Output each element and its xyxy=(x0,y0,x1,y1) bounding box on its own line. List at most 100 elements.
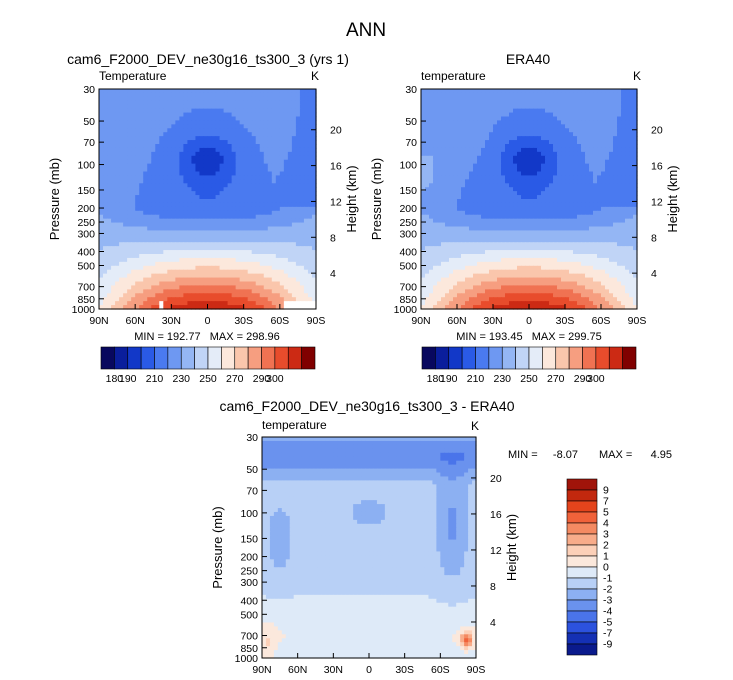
field-cell xyxy=(561,120,566,125)
field-cell xyxy=(433,210,438,216)
field-cell xyxy=(545,144,550,149)
field-cell xyxy=(295,100,301,106)
field-cell xyxy=(481,128,486,133)
field-cell xyxy=(271,242,277,247)
field-cell xyxy=(311,187,317,192)
field-cell xyxy=(107,163,112,169)
field-cell xyxy=(461,163,466,169)
field-cell xyxy=(247,277,253,283)
field-cell xyxy=(151,195,156,200)
field-cell xyxy=(529,167,534,173)
field-cell xyxy=(633,179,638,184)
field-cell xyxy=(545,104,550,110)
field-cell xyxy=(307,89,313,94)
field-cell xyxy=(465,199,470,204)
field-cell xyxy=(529,120,534,125)
field-cell xyxy=(271,218,277,224)
field-cell xyxy=(501,132,506,137)
field-cell xyxy=(99,254,104,259)
field-cell xyxy=(135,199,140,204)
field-cell xyxy=(155,222,160,228)
field-cell xyxy=(235,92,241,98)
field-cell xyxy=(179,242,184,247)
field-cell xyxy=(553,206,558,212)
field-cell xyxy=(509,187,514,192)
field-cell xyxy=(445,112,450,118)
field-cell xyxy=(279,297,285,302)
field-cell xyxy=(633,175,638,180)
field-cell xyxy=(155,293,160,298)
field-cell xyxy=(597,116,602,122)
field-cell xyxy=(311,147,317,153)
field-cell xyxy=(453,175,458,180)
field-cell xyxy=(477,112,482,118)
field-cell xyxy=(223,108,229,114)
field-cell xyxy=(171,171,176,177)
field-cell xyxy=(267,175,273,180)
field-cell xyxy=(485,96,490,102)
field-cell xyxy=(171,269,176,275)
field-cell xyxy=(175,144,180,149)
field-cell xyxy=(171,191,176,196)
field-cell xyxy=(195,89,201,94)
field-cell xyxy=(187,104,193,110)
field-cell xyxy=(231,202,237,208)
field-cell xyxy=(589,171,594,177)
field-cell xyxy=(521,195,526,200)
field-cell xyxy=(573,116,578,122)
field-cell xyxy=(247,89,253,94)
field-cell xyxy=(513,163,518,169)
field-cell xyxy=(255,187,261,192)
field-cell xyxy=(135,230,140,235)
field-cell xyxy=(437,163,442,169)
field-cell xyxy=(533,155,538,161)
field-cell xyxy=(589,187,594,192)
field-cell xyxy=(573,171,578,177)
field-cell xyxy=(267,155,273,161)
field-cell xyxy=(565,96,570,102)
field-cell xyxy=(421,163,426,169)
field-cell xyxy=(303,92,309,98)
field-cell xyxy=(195,222,201,228)
field-cell xyxy=(445,214,450,220)
field-cell xyxy=(449,92,454,98)
field-cell xyxy=(155,104,160,110)
field-cell xyxy=(601,132,606,137)
field-cell xyxy=(211,285,217,290)
field-cell xyxy=(107,199,112,204)
field-cell xyxy=(159,147,164,153)
field-cell xyxy=(147,151,152,157)
field-cell xyxy=(493,136,498,141)
field-cell xyxy=(493,159,498,165)
field-cell xyxy=(533,104,538,110)
field-cell xyxy=(425,116,430,122)
field-cell xyxy=(299,210,305,216)
field-cell xyxy=(111,124,116,129)
field-cell xyxy=(501,112,506,118)
field-cell xyxy=(167,163,172,169)
field-cell xyxy=(211,120,217,125)
field-cell xyxy=(493,202,498,208)
field-cell xyxy=(111,140,116,145)
field-cell xyxy=(159,301,164,306)
field-cell xyxy=(207,246,213,251)
field-cell xyxy=(601,151,606,157)
field-cell xyxy=(251,100,257,106)
field-cell xyxy=(179,183,184,188)
field-cell xyxy=(219,124,225,129)
field-cell xyxy=(585,120,590,125)
field-cell xyxy=(275,179,281,184)
field-cell xyxy=(231,92,237,98)
field-cell xyxy=(159,171,164,177)
field-cell xyxy=(509,218,514,224)
field-cell xyxy=(577,179,582,184)
field-cell xyxy=(243,305,249,310)
field-cell xyxy=(163,108,168,114)
field-cell xyxy=(203,96,209,102)
field-cell xyxy=(103,132,108,137)
field-cell xyxy=(259,128,265,133)
field-cell xyxy=(111,210,116,216)
field-cell xyxy=(569,206,574,212)
field-cell xyxy=(291,285,297,290)
field-cell xyxy=(195,289,201,294)
